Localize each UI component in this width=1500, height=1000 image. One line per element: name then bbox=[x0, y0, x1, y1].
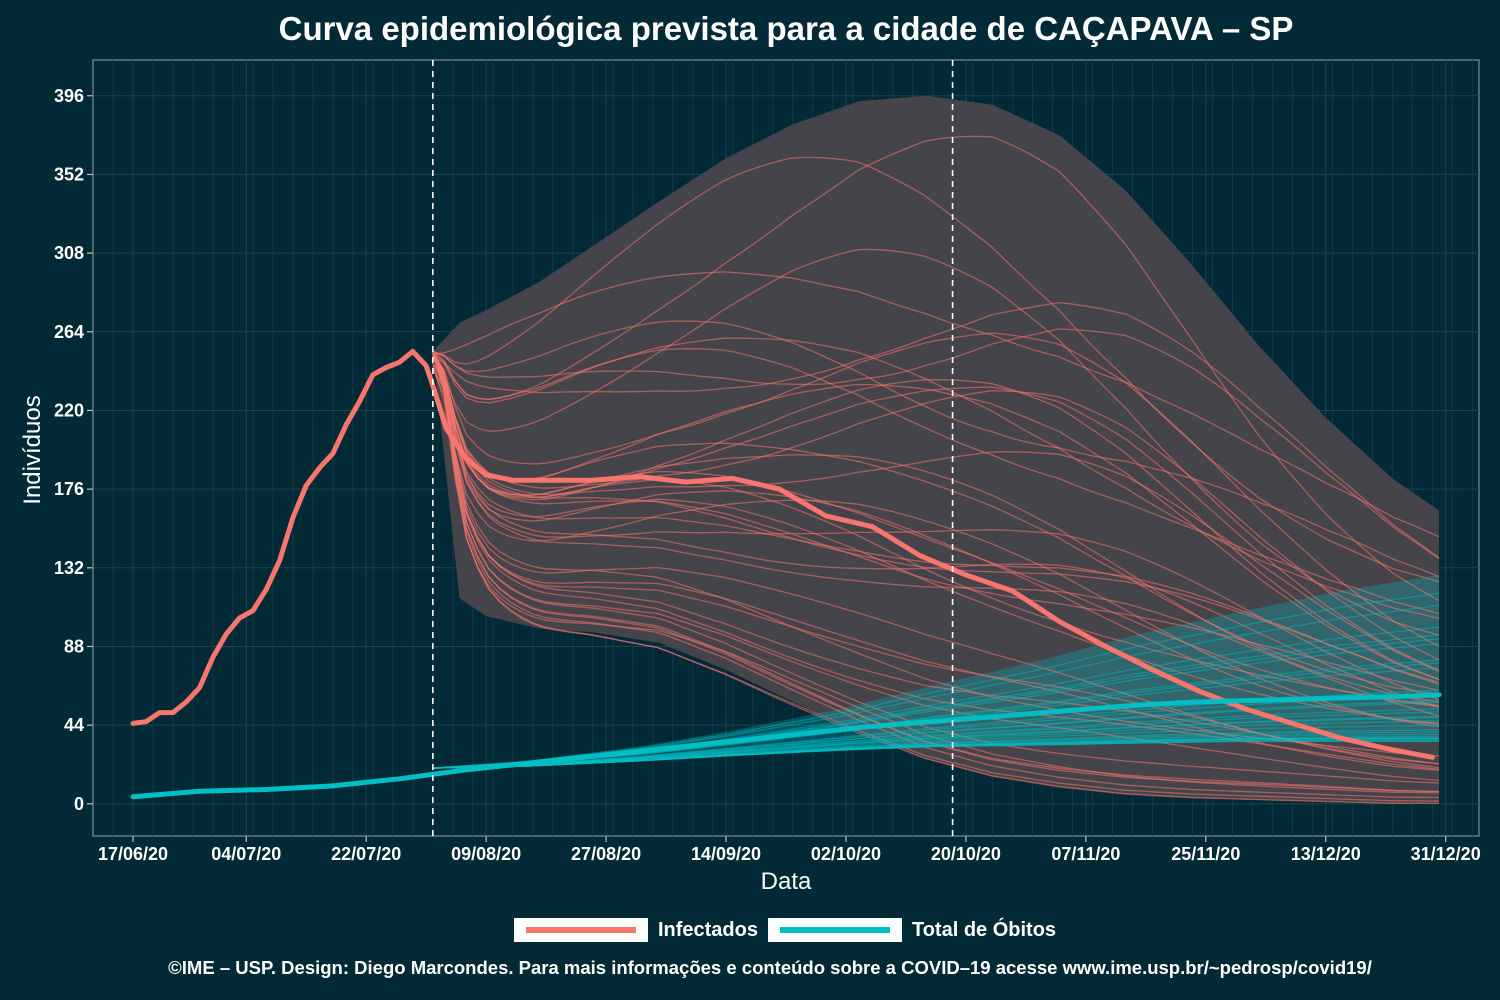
y-tick-label: 220 bbox=[54, 400, 84, 420]
x-tick-label: 31/12/20 bbox=[1411, 844, 1481, 864]
obitos-trajectory bbox=[432, 735, 1440, 769]
x-tick-label: 27/08/20 bbox=[571, 844, 641, 864]
y-tick-label: 176 bbox=[54, 479, 84, 499]
infectados-trajectory bbox=[432, 271, 1440, 538]
y-tick-label: 308 bbox=[54, 243, 84, 263]
infectados-trajectory bbox=[432, 365, 1440, 701]
footer-credits: ©IME – USP. Design: Diego Marcondes. Par… bbox=[168, 957, 1372, 978]
series-line-infectados bbox=[130, 348, 1435, 760]
infectados-trajectory bbox=[432, 355, 1440, 661]
infectados-trajectory bbox=[432, 356, 1440, 692]
obitos-trajectory bbox=[432, 739, 1440, 769]
infectados-trajectory bbox=[432, 351, 1440, 725]
y-axis-title: Indivíduos bbox=[19, 395, 46, 504]
obitos-trajectory bbox=[432, 740, 1439, 769]
x-tick-label: 04/07/20 bbox=[211, 844, 281, 864]
obitos-trajectory bbox=[432, 740, 1439, 769]
obitos-trajectory bbox=[432, 729, 1440, 769]
legend-key-infectados bbox=[513, 918, 648, 942]
obitos-trajectory bbox=[432, 737, 1440, 769]
y-tick-label: 88 bbox=[64, 636, 84, 656]
obitos-trajectory bbox=[432, 733, 1440, 769]
y-tick-label: 44 bbox=[64, 715, 84, 735]
infectados-trajectory bbox=[432, 156, 1440, 583]
infectados-trajectory bbox=[432, 135, 1440, 602]
x-tick-label: 22/07/20 bbox=[331, 844, 401, 864]
series-line-obitos bbox=[130, 692, 1442, 800]
x-tick-label: 09/08/20 bbox=[451, 844, 521, 864]
legend-label-obitos: Total de Óbitos bbox=[911, 918, 1057, 941]
x-axis-title: Data bbox=[761, 868, 812, 895]
x-tick-label: 02/10/20 bbox=[811, 844, 881, 864]
infectados-trajectory bbox=[432, 351, 1440, 681]
legend-label-infectados: Infectados bbox=[657, 918, 758, 941]
chart-title: Curva epidemiológica prevista para a cid… bbox=[278, 10, 1294, 47]
obitos-trajectory bbox=[432, 699, 1440, 769]
y-tick-label: 396 bbox=[54, 86, 84, 106]
x-tick-label: 07/11/20 bbox=[1051, 844, 1120, 864]
infectados-trajectory bbox=[432, 351, 1440, 784]
infectados-trajectory bbox=[432, 352, 1440, 770]
obitos-trajectory bbox=[432, 737, 1439, 769]
x-tick-label: 17/06/20 bbox=[98, 844, 168, 864]
x-tick-label: 20/10/20 bbox=[931, 844, 1001, 864]
infectados-trajectory bbox=[432, 353, 1440, 717]
obitos-trajectory bbox=[432, 737, 1440, 769]
obitos-trajectory bbox=[432, 701, 1440, 769]
infectados-trajectory bbox=[432, 355, 1440, 726]
legend-key-obitos bbox=[767, 918, 902, 942]
x-tick-label: 25/11/20 bbox=[1171, 844, 1240, 864]
obitos-trajectory bbox=[432, 592, 1440, 769]
infectados-trajectory bbox=[432, 352, 1440, 765]
obitos-trajectory bbox=[432, 724, 1440, 769]
obitos-trajectory bbox=[432, 738, 1439, 769]
y-tick-label: 264 bbox=[54, 322, 84, 342]
y-tick-label: 132 bbox=[54, 558, 84, 578]
obitos-trajectory bbox=[432, 715, 1440, 769]
obitos-trajectory bbox=[432, 716, 1440, 769]
y-tick-label: 0 bbox=[74, 794, 84, 814]
infectados-trajectory bbox=[432, 320, 1440, 578]
infectados-trajectory bbox=[432, 368, 1440, 728]
infectados-trajectory bbox=[432, 332, 1440, 647]
obitos-uncertainty-band bbox=[432, 574, 1439, 769]
infectados-trajectory bbox=[432, 328, 1440, 560]
infectados-trajectory bbox=[432, 351, 1440, 696]
y-tick-label: 352 bbox=[54, 164, 84, 184]
legend: Infectados Total de Óbitos bbox=[0, 918, 1500, 942]
infectados-trajectory bbox=[432, 351, 1440, 782]
infectados-trajectory bbox=[432, 248, 1440, 636]
x-tick-label: 13/12/20 bbox=[1291, 844, 1361, 864]
infectados-trajectory bbox=[432, 351, 1440, 673]
infectados-trajectory bbox=[432, 351, 1440, 793]
obitos-trajectory bbox=[432, 731, 1440, 769]
infectados-trajectory bbox=[432, 352, 1439, 805]
obitos-trajectory bbox=[432, 694, 1440, 769]
infectados-trajectory bbox=[432, 348, 1440, 615]
infectados-trajectory bbox=[432, 352, 1440, 757]
infectados-trajectory bbox=[432, 301, 1440, 559]
x-tick-label: 14/09/20 bbox=[691, 844, 761, 864]
infectados-trajectory bbox=[432, 351, 1440, 799]
infectados-trajectory bbox=[432, 365, 1440, 794]
obitos-trajectory bbox=[432, 720, 1440, 769]
infectados-trajectory bbox=[432, 351, 1440, 707]
